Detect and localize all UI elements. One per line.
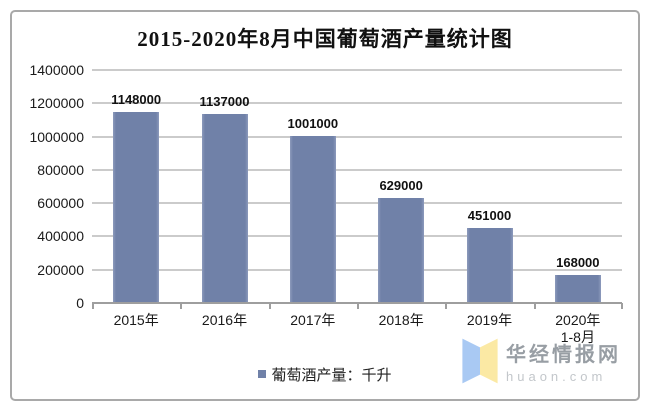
y-axis-tick-label: 400000 bbox=[37, 228, 84, 245]
gridline bbox=[92, 135, 622, 138]
legend: 葡萄酒产量：千升 bbox=[12, 362, 638, 386]
x-axis-tick bbox=[533, 303, 536, 309]
x-axis-label: 2016年 bbox=[201, 312, 248, 328]
legend-marker-icon bbox=[258, 370, 267, 378]
bar-value-label: 168000 bbox=[556, 255, 600, 271]
bar-value-label: 1001000 bbox=[287, 116, 339, 132]
x-axis-tick bbox=[445, 303, 448, 309]
y-axis-tick-label: 1400000 bbox=[29, 62, 84, 78]
gridline bbox=[92, 102, 622, 105]
x-axis-tick bbox=[180, 303, 183, 309]
bar-2015年 bbox=[113, 111, 160, 303]
y-axis-tick-label: 1000000 bbox=[29, 128, 84, 145]
chart-title: 2015-2020年8月中国葡萄酒产量统计图 bbox=[137, 27, 513, 51]
gridline bbox=[92, 235, 622, 238]
watermark-brand: 华经情报网 bbox=[506, 344, 621, 366]
watermark-domain: huaon.com bbox=[506, 369, 607, 384]
gridline bbox=[92, 69, 622, 71]
gridline bbox=[92, 202, 622, 205]
x-axis-tick bbox=[621, 303, 623, 309]
bar-value-label: 1137000 bbox=[199, 93, 250, 109]
chart-frame: 2015-2020年8月中国葡萄酒产量统计图 0 200000 400000 6000… bbox=[10, 10, 640, 401]
legend-label: 葡萄酒产量：千升 bbox=[271, 366, 392, 384]
bar-value-label: 451000 bbox=[467, 207, 512, 223]
gridline bbox=[92, 268, 622, 271]
x-axis-label: 2020年 1-8月 bbox=[555, 312, 601, 345]
bar-2019年 bbox=[466, 227, 513, 303]
bar-2016年 bbox=[201, 113, 248, 303]
x-axis-line bbox=[92, 302, 622, 304]
huaon-logo-icon bbox=[462, 338, 498, 384]
x-axis-label: 2018年 bbox=[378, 312, 424, 328]
y-axis-tick-label: 200000 bbox=[37, 261, 84, 278]
bar-2018年 bbox=[378, 198, 425, 303]
watermark: 华经情报网 huaon.com bbox=[460, 336, 621, 386]
bar-value-label: 629000 bbox=[379, 178, 423, 194]
y-axis-tick-label: 600000 bbox=[37, 195, 84, 212]
bar-2017年 bbox=[289, 136, 336, 303]
x-axis-label: 2017年 bbox=[290, 312, 336, 328]
y-axis-tick-label: 0 bbox=[76, 295, 84, 311]
gridline bbox=[92, 168, 622, 171]
x-axis-label: 2019年 bbox=[466, 312, 513, 328]
bar-value-label: 1148000 bbox=[111, 91, 162, 107]
x-axis-tick bbox=[268, 303, 271, 309]
y-axis-tick-label: 800000 bbox=[37, 161, 84, 178]
y-axis-tick-label: 1200000 bbox=[29, 95, 84, 112]
x-axis-tick bbox=[92, 303, 94, 309]
watermark-text: 华经情报网 huaon.com bbox=[506, 338, 621, 384]
x-axis-label: 2015年 bbox=[113, 312, 159, 328]
bar-2020年 bbox=[554, 275, 601, 303]
x-axis-tick bbox=[357, 303, 359, 309]
